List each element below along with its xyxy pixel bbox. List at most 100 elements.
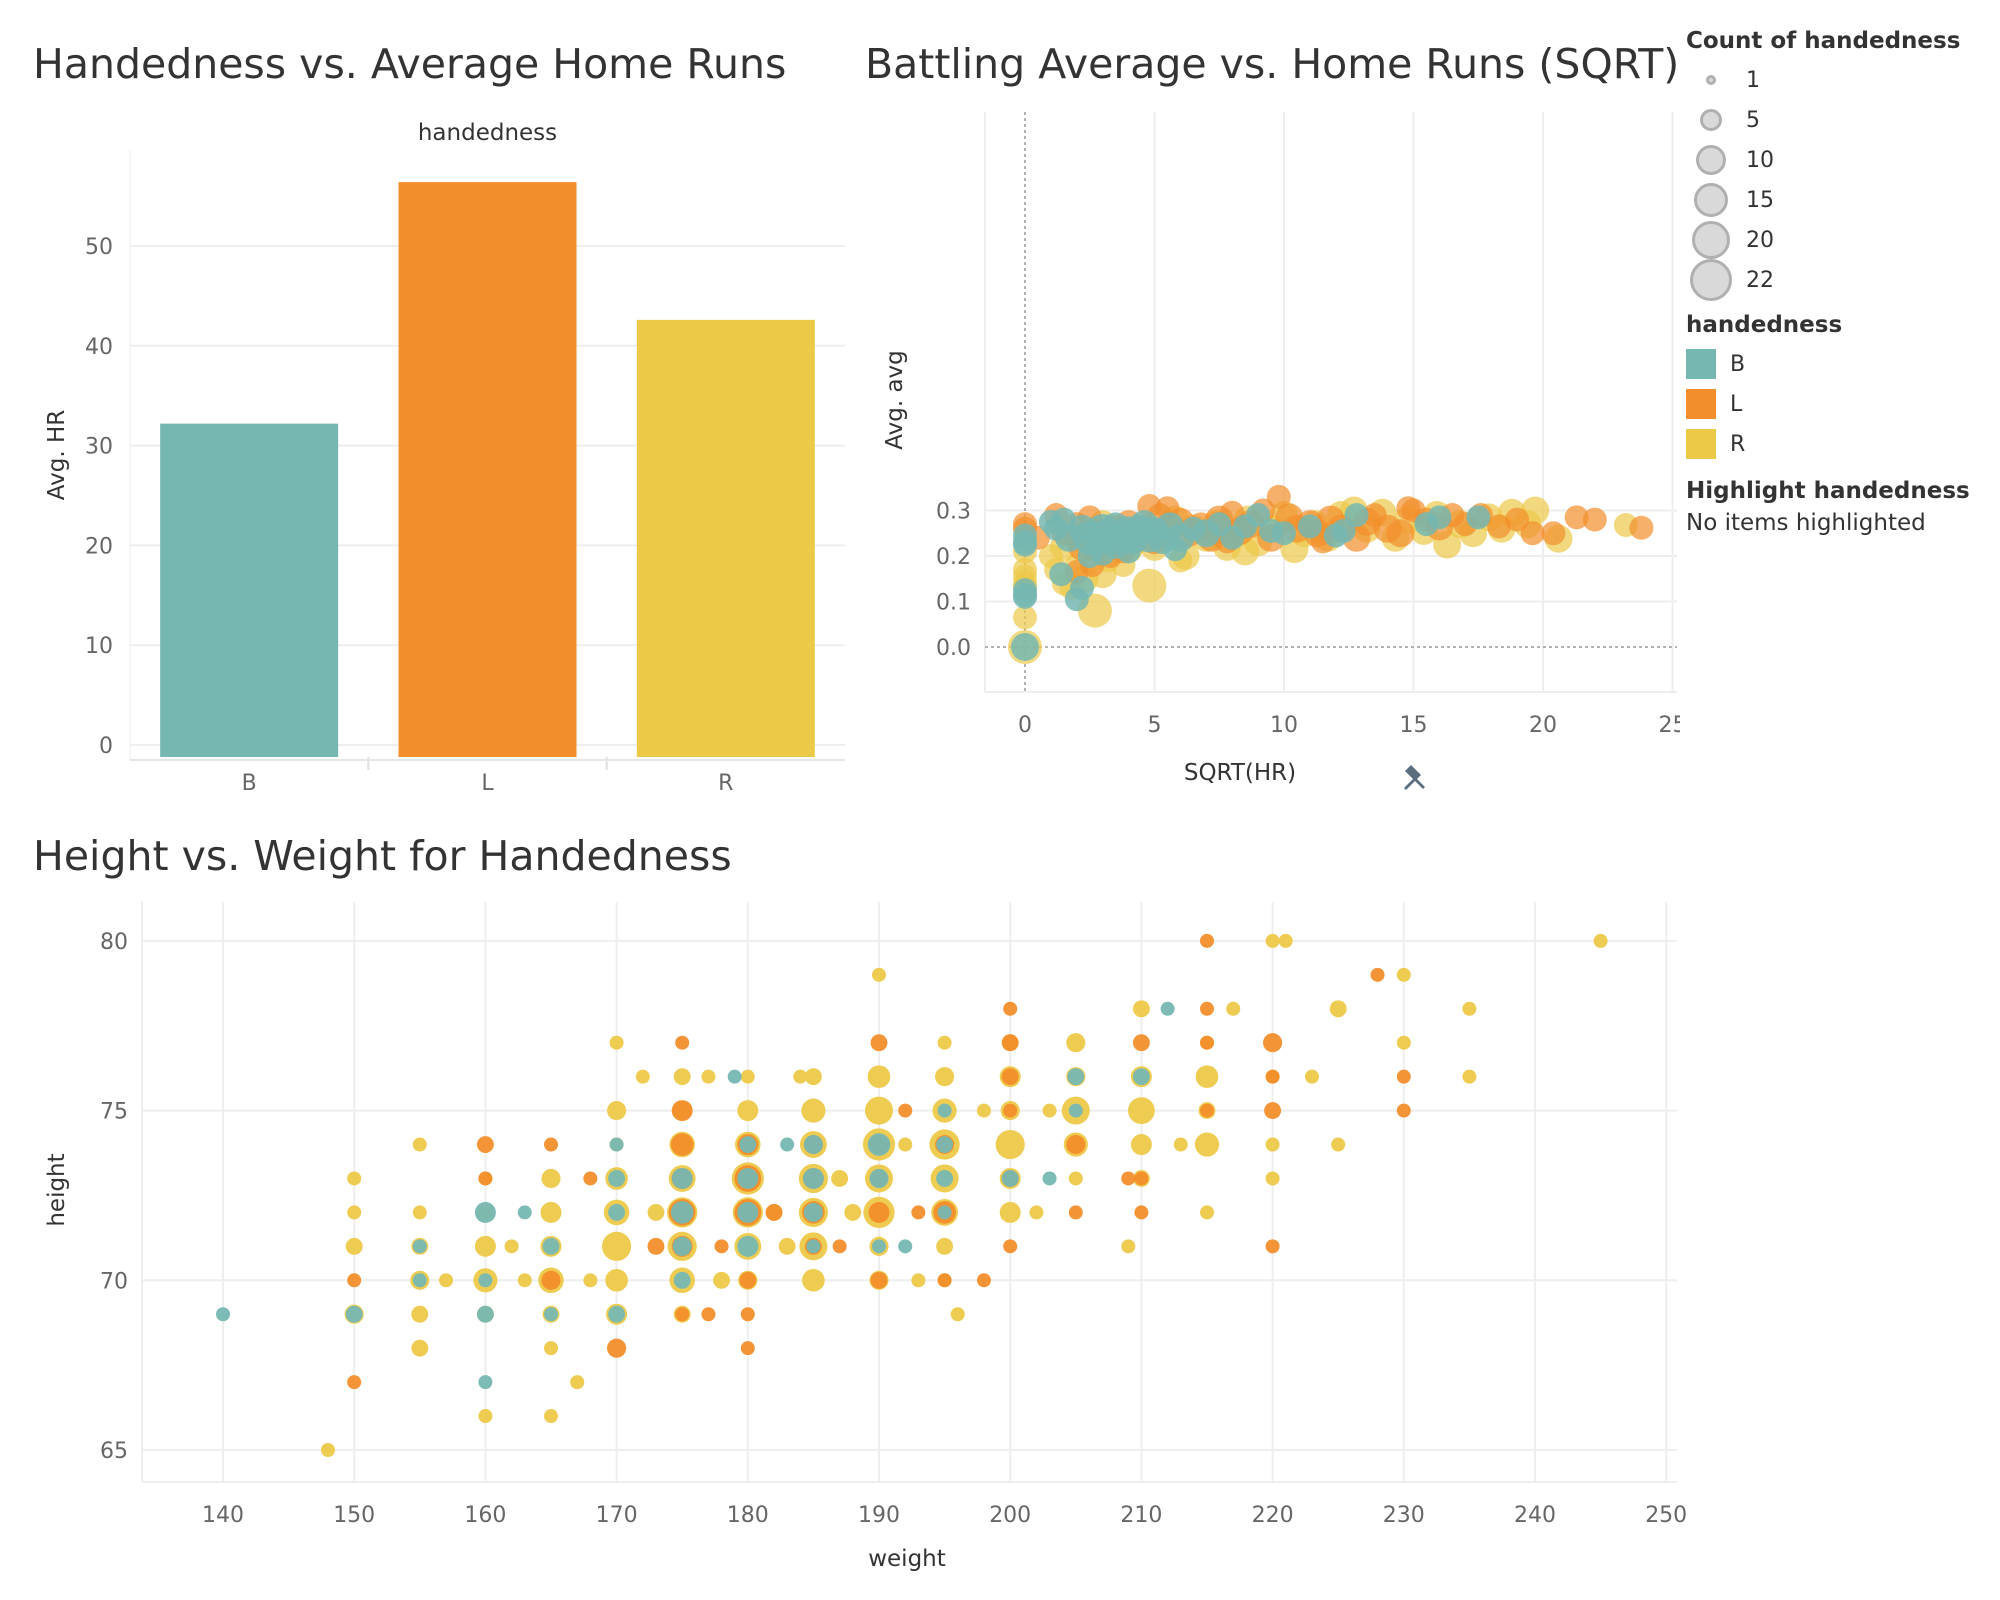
bubble-point-R [1593, 933, 1608, 948]
size-legend-label: 1 [1746, 67, 1760, 93]
scatter-point-B [1163, 537, 1188, 562]
bubble-point-L [1200, 1001, 1214, 1016]
bubble-point-R [936, 1237, 954, 1255]
scatter-point-L [1505, 507, 1530, 532]
bubble-point-R [540, 1201, 562, 1223]
bubble-point-B [806, 1239, 821, 1254]
bar-y-tick-label: 50 [85, 235, 113, 260]
bubble-x-tick-label: 160 [464, 1503, 506, 1528]
scatter-y-tick-label: 0.1 [936, 591, 971, 616]
scatter-x-tick-label: 10 [1270, 713, 1298, 738]
bubble-point-B [1042, 1171, 1057, 1186]
bubble-point-R [1462, 1001, 1477, 1016]
size-legend-circle [1696, 145, 1726, 175]
bubble-point-R [504, 1239, 519, 1254]
scatter-point-L [1564, 505, 1589, 530]
size-legend-circle [1700, 109, 1722, 131]
size-legend-marker-wrap [1686, 259, 1736, 301]
bubble-point-B [803, 1134, 823, 1155]
bubble-point-R [778, 1237, 796, 1255]
scatter-point-B [1013, 584, 1037, 609]
scatter-point-L [1541, 521, 1566, 546]
bubble-point-L [1134, 1171, 1149, 1186]
size-legend-item: 10 [1686, 140, 1986, 180]
bubble-point-R [345, 1237, 363, 1255]
scatter-y-tick-label: 0.2 [936, 545, 971, 570]
bubble-point-L [898, 1103, 913, 1118]
bubble-y-tick-label: 75 [100, 1100, 128, 1125]
bubble-point-R [412, 1205, 427, 1220]
bubble-point-R [635, 1069, 650, 1084]
color-legend-item-B[interactable]: B [1686, 344, 1986, 384]
size-legend-marker-wrap [1686, 75, 1736, 85]
scatter-point-L [1386, 519, 1415, 548]
bubble-point-L [1003, 1239, 1018, 1254]
size-legend-marker-wrap [1686, 145, 1736, 175]
size-legend-marker-wrap [1686, 109, 1736, 131]
bubble-point-L [544, 1137, 558, 1152]
scatter-point-L [1486, 514, 1511, 539]
scatter-point-B [1069, 575, 1094, 600]
bubble-point-L [1265, 1069, 1280, 1084]
bar-chart-title: Handedness vs. Average Home Runs [33, 40, 787, 88]
bar-x-tick-label: R [718, 771, 733, 796]
bubble-x-tick-label: 190 [858, 1503, 900, 1528]
bubble-y-axis-title: height [44, 1153, 70, 1226]
bubble-point-B [671, 1167, 693, 1189]
bubble-point-R [1331, 1137, 1346, 1152]
color-legend-title: handedness [1686, 312, 1843, 338]
bubble-point-R [713, 1271, 731, 1289]
bubble-point-L [911, 1205, 926, 1220]
scatter-point-B [1466, 505, 1491, 530]
bubble-point-R [844, 1203, 862, 1221]
bubble-point-R [976, 1103, 991, 1118]
bar-y-tick-label: 0 [99, 734, 113, 759]
bubble-point-R [411, 1305, 429, 1323]
bubble-point-B [737, 1167, 759, 1189]
bar-L [398, 182, 577, 758]
legend-panel: Count of handedness 1 5 10 15 20 22 handednes… [1686, 28, 1986, 536]
color-legend-item-R[interactable]: R [1686, 424, 1986, 464]
bubble-point-B [1160, 1001, 1175, 1016]
bubble-point-L [1264, 1102, 1282, 1120]
bubble-point-L [714, 1239, 729, 1254]
bubble-x-tick-label: 150 [333, 1503, 375, 1528]
bubble-point-R [609, 1035, 624, 1050]
bubble-x-axis-title: weight [868, 1546, 946, 1572]
bubble-point-R [1130, 1134, 1152, 1156]
color-legend-item-L[interactable]: L [1686, 384, 1986, 424]
bubble-point-B [780, 1137, 795, 1152]
bubble-point-L [1134, 1205, 1149, 1220]
bubble-point-B [673, 1271, 691, 1289]
bubble-x-tick-label: 220 [1252, 1503, 1294, 1528]
bubble-point-B [869, 1168, 889, 1189]
bubble-point-R [583, 1273, 598, 1288]
bubble-point-B [517, 1205, 532, 1220]
bubble-point-L [870, 1271, 888, 1289]
color-legend-label: R [1730, 431, 1746, 457]
bubble-point-B [737, 1201, 759, 1223]
bubble-point-R [911, 1273, 926, 1288]
highlight-value[interactable]: No items highlighted [1686, 510, 1926, 536]
bubble-point-R [1121, 1239, 1136, 1254]
bubble-point-L [1132, 1034, 1150, 1052]
bubble-point-L [1396, 1069, 1411, 1084]
bubble-point-R [831, 1170, 849, 1187]
bubble-point-L [671, 1100, 693, 1122]
scatter-point-L [1396, 496, 1421, 521]
bubble-point-L [675, 1035, 690, 1050]
size-legend: 1 5 10 15 20 22 [1686, 60, 1986, 301]
bar-chart: handedness 0 10 20 30 40 50 B L R Avg. HR [44, 120, 845, 796]
bar-y-tick-label: 40 [85, 335, 113, 360]
bubble-point-R [1304, 1069, 1319, 1084]
size-legend-circle [1690, 259, 1732, 301]
bubble-point-L [1200, 1103, 1214, 1118]
bubble-point-R [673, 1068, 691, 1086]
pin-icon[interactable] [1404, 765, 1425, 790]
bubble-point-L [347, 1273, 362, 1288]
bubble-point-L [478, 1171, 493, 1186]
bubble-point-R [898, 1137, 913, 1152]
scatter-point-L [1520, 521, 1545, 546]
bubble-point-R [602, 1231, 632, 1261]
